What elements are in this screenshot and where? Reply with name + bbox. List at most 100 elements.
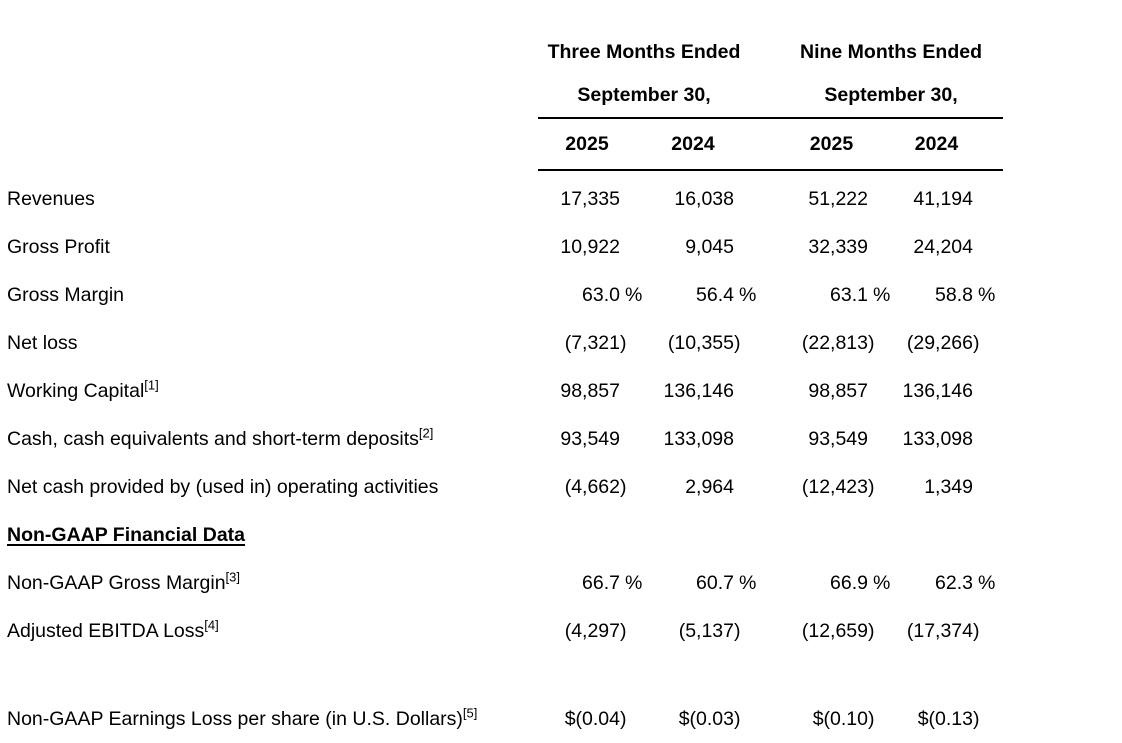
cell-value: $(0.04 [564,707,620,730]
row-label: Net cash provided by (used in) operating… [7,476,538,499]
row-label: Non-GAAP Gross Margin[3] [7,569,538,595]
cell-value: $(0.03 [678,707,734,730]
table-row: Net cash provided by (used in) operating… [0,463,1122,511]
year-column-header: 2024 [671,132,715,155]
table-row: Adjusted EBITDA Loss[4] (4,297) (5,137) (12… [0,607,1122,655]
cell-suffix: ) [868,619,875,642]
cell-suffix: % [625,283,643,306]
row-label: Adjusted EBITDA Loss[4] [7,617,538,643]
cell-suffix: % [625,571,643,594]
cell-value: 93,549 [808,427,868,450]
column-group-nine-months: Nine Months Ended September 30, [779,31,1003,117]
row-label-text: Revenues [7,187,95,210]
spacer-row [0,655,1122,695]
row-label-text: Non-GAAP Financial Data [7,523,246,546]
column-group-header-row: Three Months Ended September 30, Nine Mo… [0,0,1122,117]
cell-suffix: % [739,571,757,594]
year-column-header: 2024 [914,132,959,155]
year-header-row: 2025 2024 2025 2024 [0,119,1122,169]
cell-value: (4,297 [564,619,620,642]
table-row: Working Capital[1] 98,857 136,146 98,857 136… [0,367,1122,415]
cell-value: 56.4 [696,283,734,306]
cell-value: 24,204 [913,235,973,258]
table-row: Non-GAAP Earnings Loss per share (in U.S… [0,695,1122,743]
cell-value: 63.0 [582,283,620,306]
row-label-text: Adjusted EBITDA Loss [7,619,205,642]
group-title: Nine Months Ended [800,41,982,63]
year-column-header: 2025 [809,132,854,155]
row-label: Non-GAAP Earnings Loss per share (in U.S… [7,705,538,731]
column-group-three-months: Three Months Ended September 30, [538,31,750,117]
table-row: Cash, cash equivalents and short-term de… [0,415,1122,463]
cell-value: 60.7 [696,571,734,594]
footnote-marker: [3] [225,569,241,584]
row-label: Gross Margin [7,284,538,307]
cell-suffix: ) [973,331,980,354]
cell-suffix: % [873,571,891,594]
cell-value: 136,146 [663,379,735,402]
row-label: Cash, cash equivalents and short-term de… [7,425,538,451]
cell-value: 98,857 [560,379,620,402]
header-rule-top [0,117,1122,119]
cell-suffix: ) [868,475,875,498]
cell-value: 133,098 [902,427,974,450]
cell-value: (12,423 [801,475,868,498]
cell-value: (12,659 [801,619,868,642]
cell-value: (10,355 [667,331,734,354]
cell-suffix: ) [973,707,980,730]
group-subtitle: September 30, [577,84,711,106]
cell-value: (4,662 [564,475,620,498]
cell-value: (29,266 [906,331,973,354]
cell-value: 2,964 [685,475,734,498]
cell-value: 62.3 [935,571,973,594]
row-label-text: Net loss [7,331,78,354]
cell-suffix: ) [734,619,741,642]
row-label: Working Capital[1] [7,377,538,403]
cell-suffix: ) [620,707,627,730]
cell-value: $(0.10 [812,707,868,730]
cell-suffix: ) [868,707,875,730]
cell-suffix: ) [620,619,627,642]
cell-value: 66.9 [830,571,868,594]
row-label: Gross Profit [7,236,538,259]
table-row: Gross Margin 63.0% 56.4% 63.1% 58.8% [0,271,1122,319]
row-label: Net loss [7,332,538,355]
row-label-text: Non-GAAP Earnings Loss per share (in U.S… [7,707,463,730]
row-label-text: Non-GAAP Gross Margin [7,571,226,594]
footnote-marker: [2] [418,425,434,440]
cell-value: 98,857 [808,379,868,402]
cell-value: 17,335 [560,187,620,210]
footnote-marker: [4] [204,617,219,632]
row-label-text: Gross Profit [7,235,110,258]
cell-value: 41,194 [913,187,973,210]
cell-suffix: ) [868,331,875,354]
cell-value: 58.8 [935,283,973,306]
cell-value: 1,349 [924,475,973,498]
cell-suffix: ) [620,331,627,354]
section-header-row: Non-GAAP Financial Data [0,511,1122,559]
cell-value: $(0.13 [917,707,973,730]
cell-value: (17,374 [906,619,973,642]
footnote-marker: [5] [462,705,478,720]
cell-value: 10,922 [560,235,620,258]
row-label: Revenues [7,188,538,211]
cell-value: 93,549 [560,427,620,450]
footnote-marker: [1] [144,377,159,392]
cell-suffix: % [739,283,757,306]
cell-value: 136,146 [902,379,974,402]
cell-value: 9,045 [685,235,734,258]
group-title: Three Months Ended [547,41,741,63]
cell-value: 16,038 [674,187,734,210]
cell-suffix: ) [620,475,627,498]
cell-value: 133,098 [663,427,735,450]
row-label-text: Gross Margin [7,283,125,306]
cell-value: (5,137 [678,619,734,642]
table-row: Revenues 17,335 16,038 51,222 41,194 [0,175,1122,223]
group-subtitle: September 30, [824,84,958,106]
cell-suffix: ) [734,707,741,730]
cell-suffix: % [873,283,891,306]
cell-value: 51,222 [808,187,868,210]
row-label-text: Net cash provided by (used in) operating… [7,475,439,498]
cell-value: (22,813 [801,331,868,354]
